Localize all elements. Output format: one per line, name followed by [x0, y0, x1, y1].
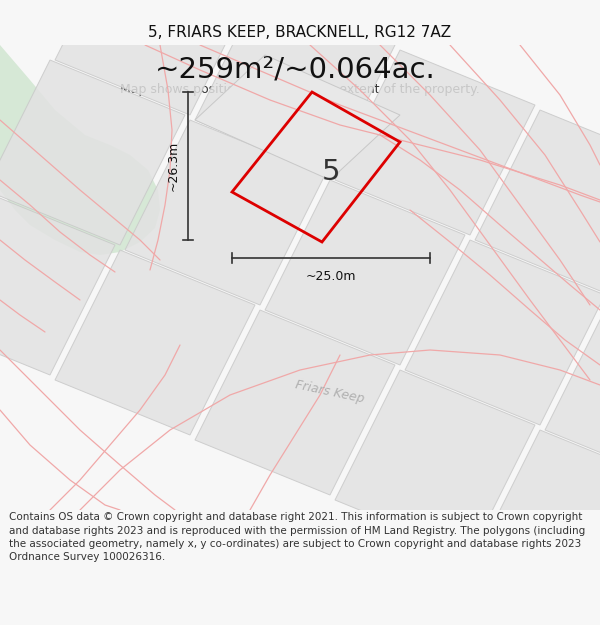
Text: Friars Keep: Friars Keep: [294, 378, 366, 406]
Text: 5, FRIARS KEEP, BRACKNELL, RG12 7AZ: 5, FRIARS KEEP, BRACKNELL, RG12 7AZ: [148, 25, 452, 40]
Polygon shape: [335, 370, 535, 555]
Polygon shape: [405, 240, 600, 425]
Polygon shape: [475, 430, 600, 615]
Polygon shape: [0, 45, 160, 255]
Polygon shape: [55, 250, 255, 435]
Text: ~26.3m: ~26.3m: [167, 141, 180, 191]
Polygon shape: [265, 180, 465, 365]
Text: 5: 5: [322, 158, 341, 186]
Polygon shape: [0, 190, 115, 375]
Polygon shape: [0, 60, 185, 245]
Polygon shape: [335, 50, 535, 235]
Text: Map shows position and indicative extent of the property.: Map shows position and indicative extent…: [120, 83, 480, 96]
Polygon shape: [195, 55, 400, 180]
Polygon shape: [475, 110, 600, 295]
Polygon shape: [125, 120, 325, 305]
Polygon shape: [545, 300, 600, 485]
Text: ~25.0m: ~25.0m: [306, 270, 356, 283]
Polygon shape: [195, 0, 395, 175]
Text: ~259m²/~0.064ac.: ~259m²/~0.064ac.: [155, 56, 436, 84]
Polygon shape: [195, 310, 395, 495]
Polygon shape: [55, 0, 255, 115]
Text: Contains OS data © Crown copyright and database right 2021. This information is : Contains OS data © Crown copyright and d…: [9, 512, 585, 562]
